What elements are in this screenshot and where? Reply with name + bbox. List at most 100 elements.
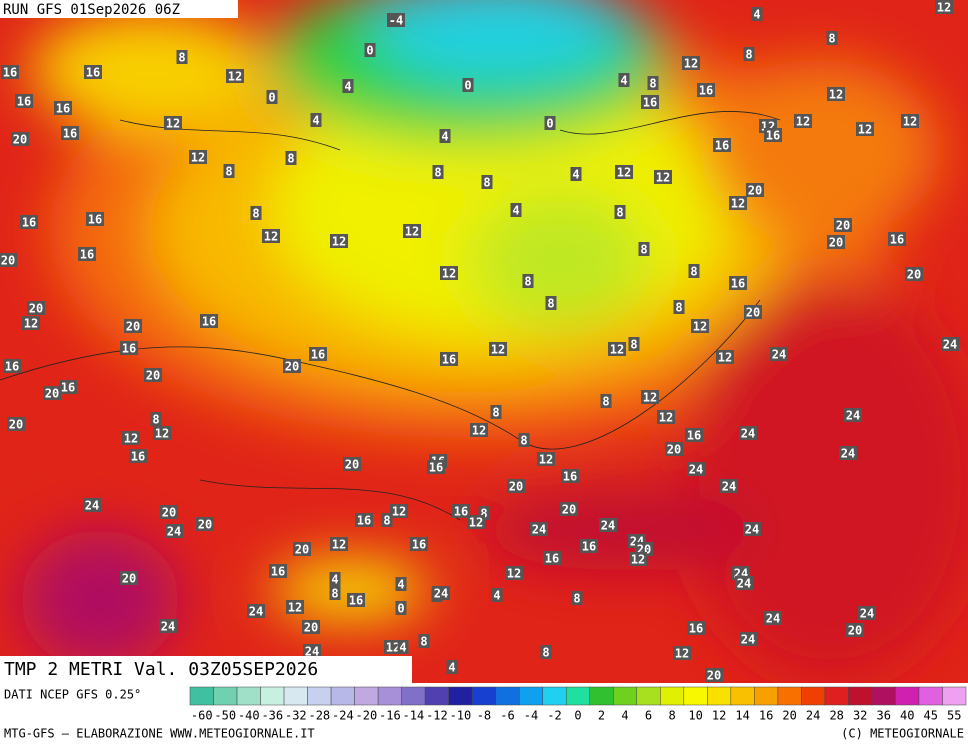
label-box — [226, 69, 244, 83]
temperature-label: 4 — [512, 204, 519, 218]
label-box — [510, 203, 522, 217]
temperature-label: 20 — [667, 443, 681, 457]
label-box — [657, 410, 675, 424]
temperature-label: 24 — [860, 607, 874, 621]
colorbar-swatch — [495, 686, 520, 706]
label-box — [397, 640, 409, 654]
label-box — [330, 234, 348, 248]
temperature-label: 16 — [80, 248, 94, 262]
label-box — [440, 352, 458, 366]
label-box — [705, 668, 723, 682]
temperature-label: 8 — [434, 166, 441, 180]
temperature-label: 24 — [305, 645, 319, 659]
colorbar-swatch — [730, 686, 755, 706]
footer-right: (C) METEOGIORNALE — [841, 727, 964, 741]
temperature-label: 24 — [943, 338, 957, 352]
colorbar-tick-label: -8 — [477, 709, 491, 723]
temperature-label: 20 — [304, 621, 318, 635]
temperature-label: 16 — [3, 66, 17, 80]
label-box — [507, 479, 525, 493]
temperature-label: 4 — [620, 74, 627, 88]
temperature-label: 12 — [610, 343, 624, 357]
label-box — [478, 506, 490, 520]
temperature-label: 16 — [202, 315, 216, 329]
temperature-label: 12 — [684, 57, 698, 71]
label-box — [427, 460, 445, 474]
label-box — [347, 593, 365, 607]
label-box — [390, 504, 408, 518]
colorbar-swatch — [471, 686, 496, 706]
temperature-label: 8 — [745, 48, 752, 62]
temperature-label: 12 — [472, 424, 486, 438]
temperature-label: 20 — [45, 387, 59, 401]
label-box — [687, 621, 705, 635]
temperature-label: 16 — [412, 538, 426, 552]
label-box — [432, 165, 444, 179]
colorbar-swatch — [424, 686, 449, 706]
label-box — [262, 229, 280, 243]
temperature-label: 16 — [687, 429, 701, 443]
temperature-label: 16 — [88, 213, 102, 227]
temperature-label: 24 — [841, 447, 855, 461]
label-box — [560, 502, 578, 516]
label-box — [665, 442, 683, 456]
label-box — [794, 114, 812, 128]
label-box — [78, 247, 96, 261]
temperature-label: 24 — [434, 587, 448, 601]
colorbar-tick-label: 2 — [598, 709, 605, 723]
colorbar-swatch — [660, 686, 685, 706]
temperature-label: 12 — [656, 171, 670, 185]
label-box — [901, 114, 919, 128]
label-box — [647, 76, 659, 90]
temperature-label: 20 — [1, 254, 15, 268]
colorbar-swatch — [307, 686, 332, 706]
colorbar-tick-label: 24 — [806, 709, 820, 723]
temperature-label: 4 — [331, 573, 338, 587]
colorbar-tick-label: 28 — [829, 709, 843, 723]
label-box — [490, 405, 502, 419]
label-box — [615, 165, 633, 179]
label-box — [638, 242, 650, 256]
colorbar-tick-label: 12 — [712, 709, 726, 723]
temperature-label: 8 — [524, 275, 531, 289]
label-box — [342, 79, 354, 93]
label-box — [387, 13, 405, 27]
temperature-label: 24 — [737, 577, 751, 591]
temperature-label: 12 — [937, 1, 951, 15]
colorbar-swatch — [189, 686, 214, 706]
label-box — [153, 426, 171, 440]
label-box — [688, 264, 700, 278]
temperature-label: 8 — [420, 635, 427, 649]
label-box — [888, 232, 906, 246]
temperature-label: 16 — [56, 102, 70, 116]
label-box — [176, 50, 188, 64]
colorbar-swatch — [871, 686, 896, 706]
label-box — [600, 394, 612, 408]
temperature-label: 12 — [469, 516, 483, 530]
temperature-label: 20 — [748, 184, 762, 198]
temperature-label: 8 — [225, 165, 232, 179]
temperature-label: 4 — [399, 641, 406, 655]
temperature-label: 12 — [124, 432, 138, 446]
label-box — [84, 65, 102, 79]
label-box — [641, 390, 659, 404]
temperature-label: 20 — [707, 669, 721, 683]
colorbar-swatch — [565, 686, 591, 706]
colorbar-tick-label: -12 — [426, 709, 448, 723]
temperature-label: 12 — [617, 166, 631, 180]
temperature-label: 20 — [509, 480, 523, 494]
temperature-label: 4 — [344, 80, 351, 94]
colorbar-tick-label: 32 — [853, 709, 867, 723]
label-box — [418, 634, 430, 648]
temperature-label: 20 — [29, 302, 43, 316]
label-box — [540, 645, 552, 659]
temperature-label: 12 — [829, 88, 843, 102]
label-box — [329, 586, 341, 600]
label-box — [543, 551, 561, 565]
label-box — [54, 101, 72, 115]
label-box — [570, 167, 582, 181]
label-box — [545, 296, 557, 310]
colorbar-tick-label: -32 — [285, 709, 307, 723]
